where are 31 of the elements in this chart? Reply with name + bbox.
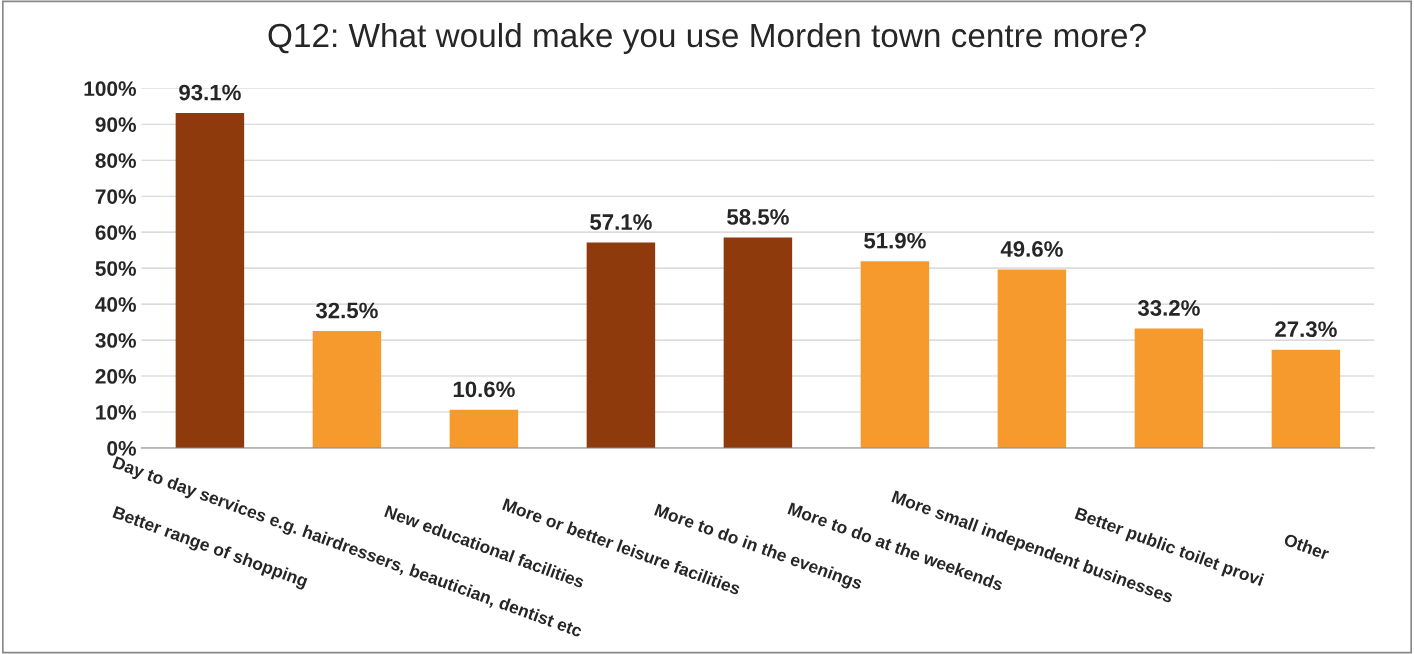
- bar: [449, 409, 519, 448]
- y-tick-label: 50%: [95, 261, 136, 276]
- bar: [312, 331, 382, 448]
- chart-title: Q12: What would make you use Morden town centre more?: [268, 22, 1146, 54]
- y-tick-label: 0%: [107, 440, 136, 456]
- data-label: 32.5%: [315, 302, 378, 319]
- data-label: 58.5%: [727, 209, 789, 225]
- bar: [586, 242, 656, 448]
- y-tick-label: 100%: [84, 81, 136, 97]
- data-label: 57.1%: [590, 214, 652, 230]
- bar: [1134, 328, 1204, 448]
- data-label: 27.3%: [1275, 321, 1337, 338]
- data-label: 93.1%: [179, 84, 241, 101]
- bar: [997, 269, 1067, 448]
- bar: [723, 237, 793, 448]
- bar: [860, 261, 930, 448]
- bar: [1271, 349, 1341, 448]
- y-tick-label: 30%: [95, 333, 136, 348]
- x-tick-label: Other: [1283, 532, 1331, 561]
- y-tick-label: 60%: [95, 225, 136, 240]
- y-tick-label: 90%: [95, 117, 136, 133]
- y-tick-label: 20%: [95, 369, 136, 384]
- y-tick-label: 40%: [95, 297, 136, 312]
- data-label: 10.6%: [453, 381, 515, 398]
- y-tick-label: 80%: [95, 153, 136, 168]
- y-tick-label: 10%: [96, 405, 136, 420]
- data-label: 33.2%: [1137, 300, 1200, 316]
- data-label: 49.6%: [1000, 241, 1063, 257]
- y-tick-label: 70%: [95, 189, 136, 204]
- bar: [175, 113, 245, 448]
- data-label: 51.9%: [864, 232, 926, 249]
